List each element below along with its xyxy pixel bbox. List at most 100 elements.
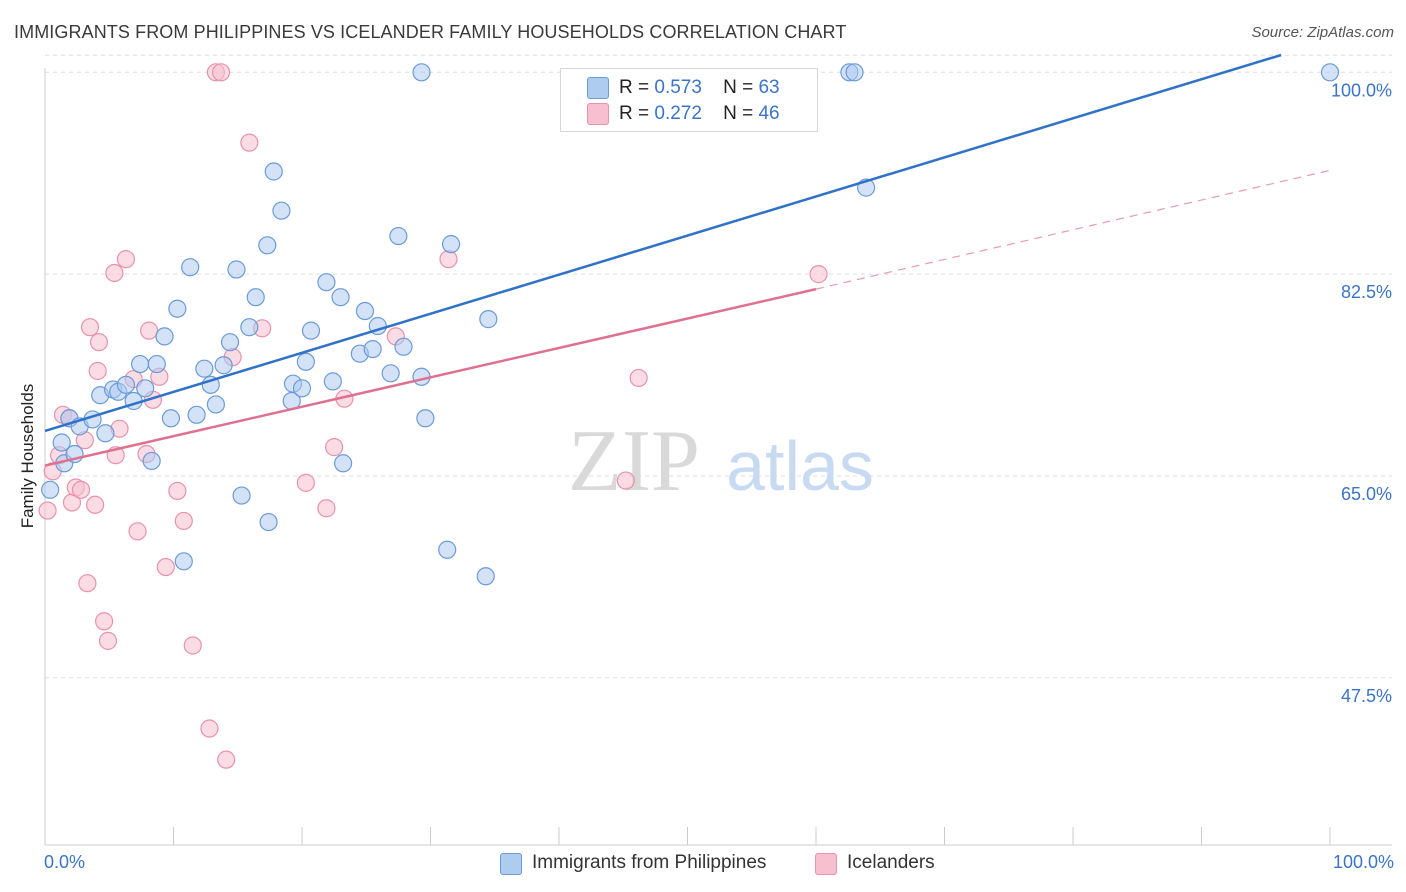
legend-swatch-pink (815, 853, 837, 875)
point-philippines (331, 288, 350, 307)
point-icelanders (616, 471, 635, 490)
point-philippines (438, 540, 457, 559)
trend-extension-icelanders (815, 169, 1331, 290)
legend-swatch-blue (500, 853, 522, 875)
point-icelanders (38, 501, 57, 520)
point-philippines (220, 333, 240, 352)
point-icelanders (200, 719, 219, 738)
point-philippines (363, 339, 382, 359)
point-icelanders (809, 265, 828, 284)
legend-label-philippines: Immigrants from Philippines (532, 852, 767, 873)
point-philippines (142, 451, 161, 471)
point-philippines (476, 567, 495, 586)
point-philippines (259, 512, 278, 532)
point-icelanders (88, 361, 107, 381)
trend-lines (44, 53, 1331, 467)
point-philippines (323, 372, 342, 391)
point-philippines (416, 409, 435, 428)
series-icelanders (38, 63, 828, 769)
point-philippines (168, 299, 187, 318)
point-philippines (181, 258, 200, 277)
legend-r-value: 0.573 (654, 77, 702, 98)
point-philippines (441, 235, 461, 254)
y-tick-label: 65.0% (1341, 484, 1392, 504)
point-philippines (246, 288, 265, 307)
point-icelanders (174, 511, 193, 531)
series-philippines (41, 63, 1340, 586)
point-philippines (116, 375, 136, 394)
point-icelanders (629, 368, 648, 388)
chart-title: IMMIGRANTS FROM PHILIPPINES VS ICELANDER… (14, 22, 847, 42)
point-icelanders (325, 438, 344, 457)
source-note: Source: ZipAtlas.com (1251, 24, 1394, 41)
point-philippines (845, 63, 864, 82)
watermark-atlas: atlas (726, 427, 874, 505)
point-philippines (41, 480, 60, 499)
point-icelanders (71, 480, 91, 499)
point-icelanders (168, 481, 187, 501)
legend-r-label: R = (619, 77, 650, 98)
point-philippines (155, 327, 174, 346)
point-philippines (381, 364, 400, 383)
point-philippines (334, 454, 353, 473)
legend-r-label: R = (619, 103, 650, 124)
y-tick-label: 82.5% (1341, 282, 1392, 302)
point-philippines (296, 352, 315, 371)
point-philippines (147, 354, 166, 374)
point-philippines (136, 379, 155, 398)
point-philippines (301, 321, 321, 340)
point-icelanders (317, 499, 336, 518)
point-philippines (389, 226, 408, 246)
point-icelanders (78, 574, 97, 593)
axes (44, 68, 1392, 846)
point-icelanders (439, 250, 458, 269)
legend-n-value: 63 (758, 77, 780, 98)
point-philippines (161, 409, 181, 428)
point-philippines (272, 201, 291, 220)
y-tick-label: 47.5% (1341, 686, 1392, 706)
point-philippines (187, 405, 206, 424)
trend-line-philippines (44, 53, 1282, 433)
point-philippines (479, 310, 498, 329)
legend-swatch-blue (587, 77, 609, 99)
point-icelanders (211, 63, 231, 82)
point-icelanders (116, 250, 136, 269)
point-icelanders (217, 750, 236, 769)
point-icelanders (89, 333, 109, 352)
point-philippines (394, 337, 413, 356)
point-icelanders (296, 473, 315, 492)
point-philippines (292, 379, 312, 398)
point-philippines (52, 433, 71, 452)
point-philippines (195, 359, 214, 378)
trend-line-icelanders (44, 287, 817, 467)
point-icelanders (240, 133, 259, 152)
point-icelanders (86, 495, 105, 514)
watermark: ZIP atlas (568, 413, 874, 510)
y-tick-labels: 47.5% 65.0% 82.5% 100.0% (1331, 80, 1392, 705)
point-icelanders (105, 263, 124, 283)
point-philippines (1320, 63, 1340, 82)
legend-swatch-pink (587, 103, 609, 125)
point-philippines (232, 486, 251, 505)
point-philippines (174, 552, 193, 571)
x-tick-label-max: 100.0% (1332, 852, 1394, 872)
point-philippines (206, 395, 226, 414)
point-philippines (214, 356, 233, 375)
point-philippines (317, 273, 336, 292)
series-legend: Immigrants from Philippines Icelanders (0, 852, 1406, 878)
point-icelanders (128, 522, 147, 541)
point-philippines (227, 260, 246, 279)
y-tick-label: 100.0% (1331, 80, 1392, 100)
point-icelanders (183, 636, 202, 655)
point-icelanders (80, 318, 100, 337)
legend-n-label: N = (723, 103, 754, 124)
point-icelanders (95, 612, 114, 631)
point-philippines (258, 236, 277, 255)
point-philippines (130, 354, 150, 374)
point-philippines (412, 63, 431, 82)
point-icelanders (139, 321, 159, 340)
legend-n-label: N = (723, 77, 754, 98)
point-icelanders (98, 631, 118, 650)
point-philippines (240, 318, 259, 337)
